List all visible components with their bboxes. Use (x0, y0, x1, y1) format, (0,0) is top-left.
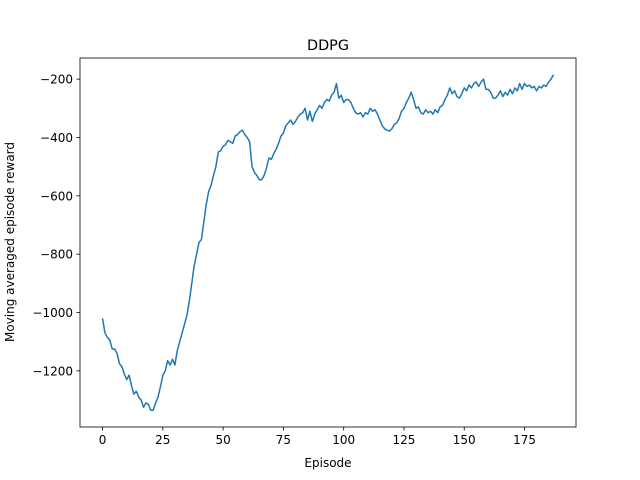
data-line (101, 74, 555, 411)
chart-title: DDPG (307, 38, 349, 54)
x-axis-label: Episode (304, 456, 351, 470)
x-tick-label: 50 (215, 433, 230, 447)
y-tick-label: −800 (40, 248, 73, 262)
x-tick-label: 150 (453, 433, 476, 447)
plot-frame (79, 57, 577, 428)
y-tick-label: −200 (40, 73, 73, 87)
y-tick-label: −1200 (32, 364, 73, 378)
x-tick-label: 75 (276, 433, 291, 447)
x-tick-label: 125 (393, 433, 416, 447)
y-tick-label: −400 (40, 131, 73, 145)
y-tick-label: −1000 (32, 306, 73, 320)
x-tick-label: 25 (155, 433, 170, 447)
x-tick-label: 175 (513, 433, 536, 447)
x-tick-label: 0 (99, 433, 107, 447)
y-axis-label: Moving averaged episode reward (3, 142, 17, 342)
x-tick-label: 100 (332, 433, 355, 447)
y-tick-label: −600 (40, 189, 73, 203)
